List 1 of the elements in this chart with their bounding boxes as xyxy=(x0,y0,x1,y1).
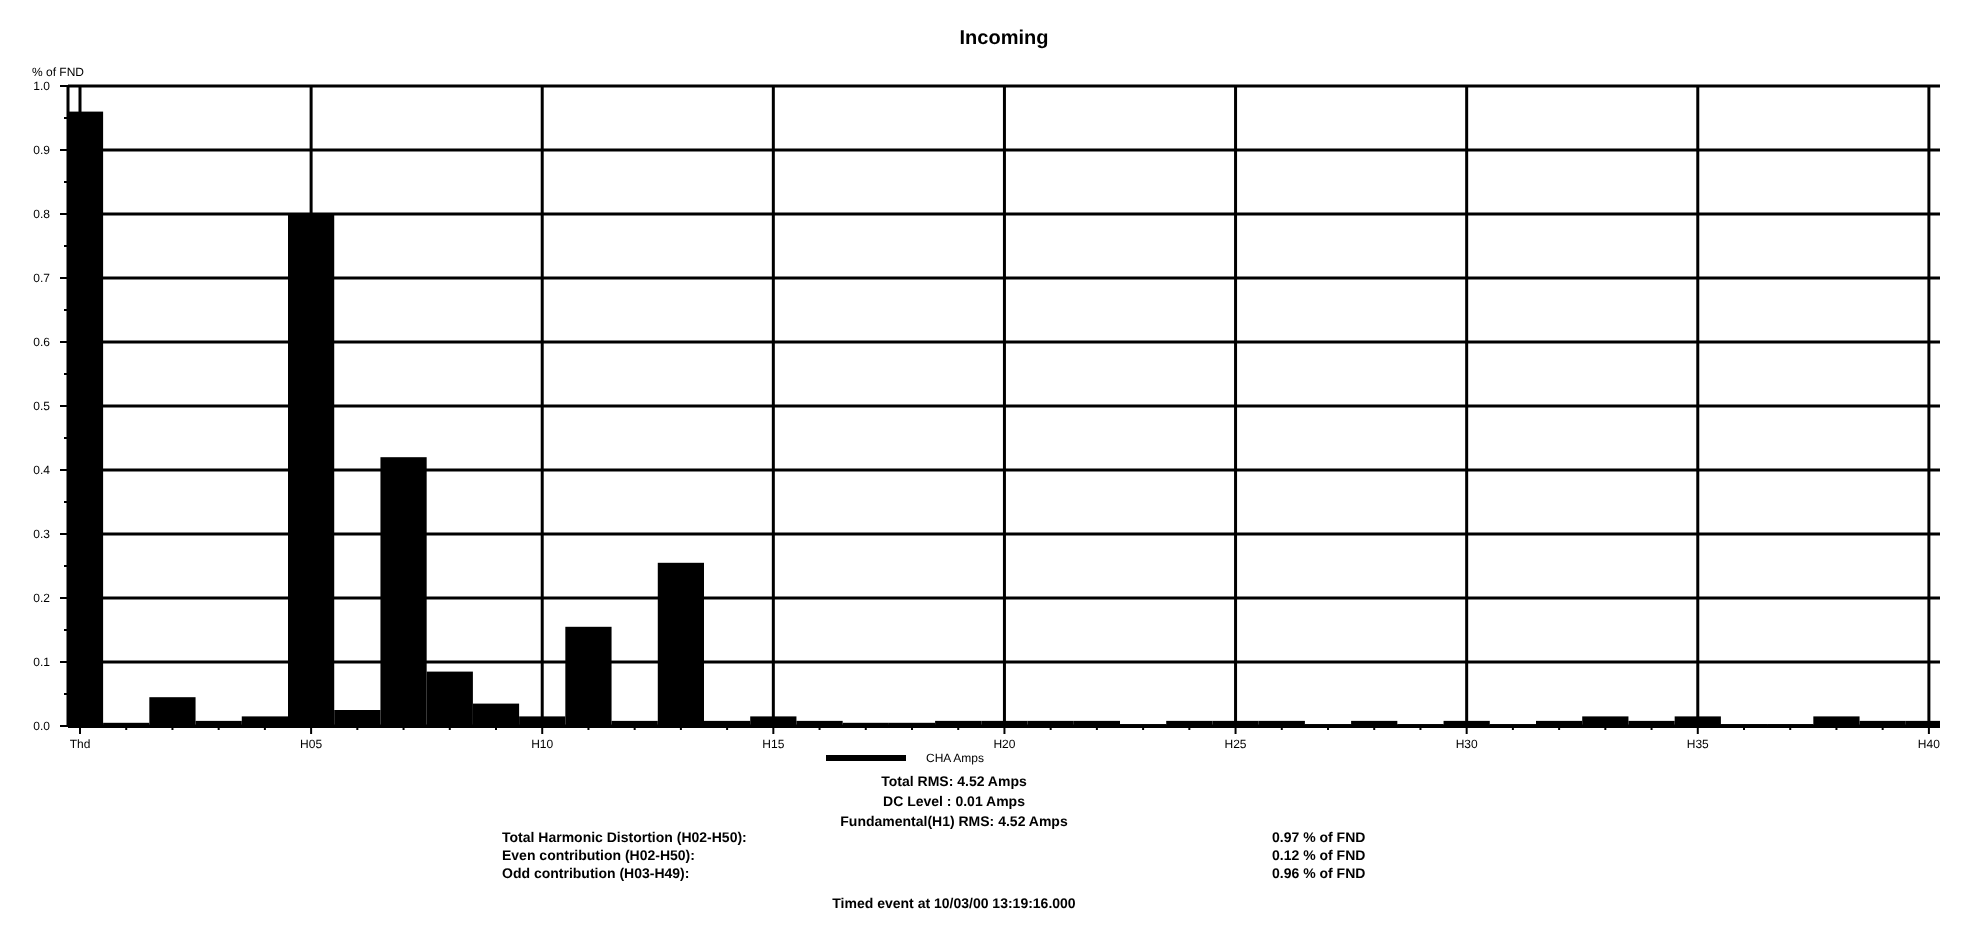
chart-title: Incoming xyxy=(959,28,1049,50)
